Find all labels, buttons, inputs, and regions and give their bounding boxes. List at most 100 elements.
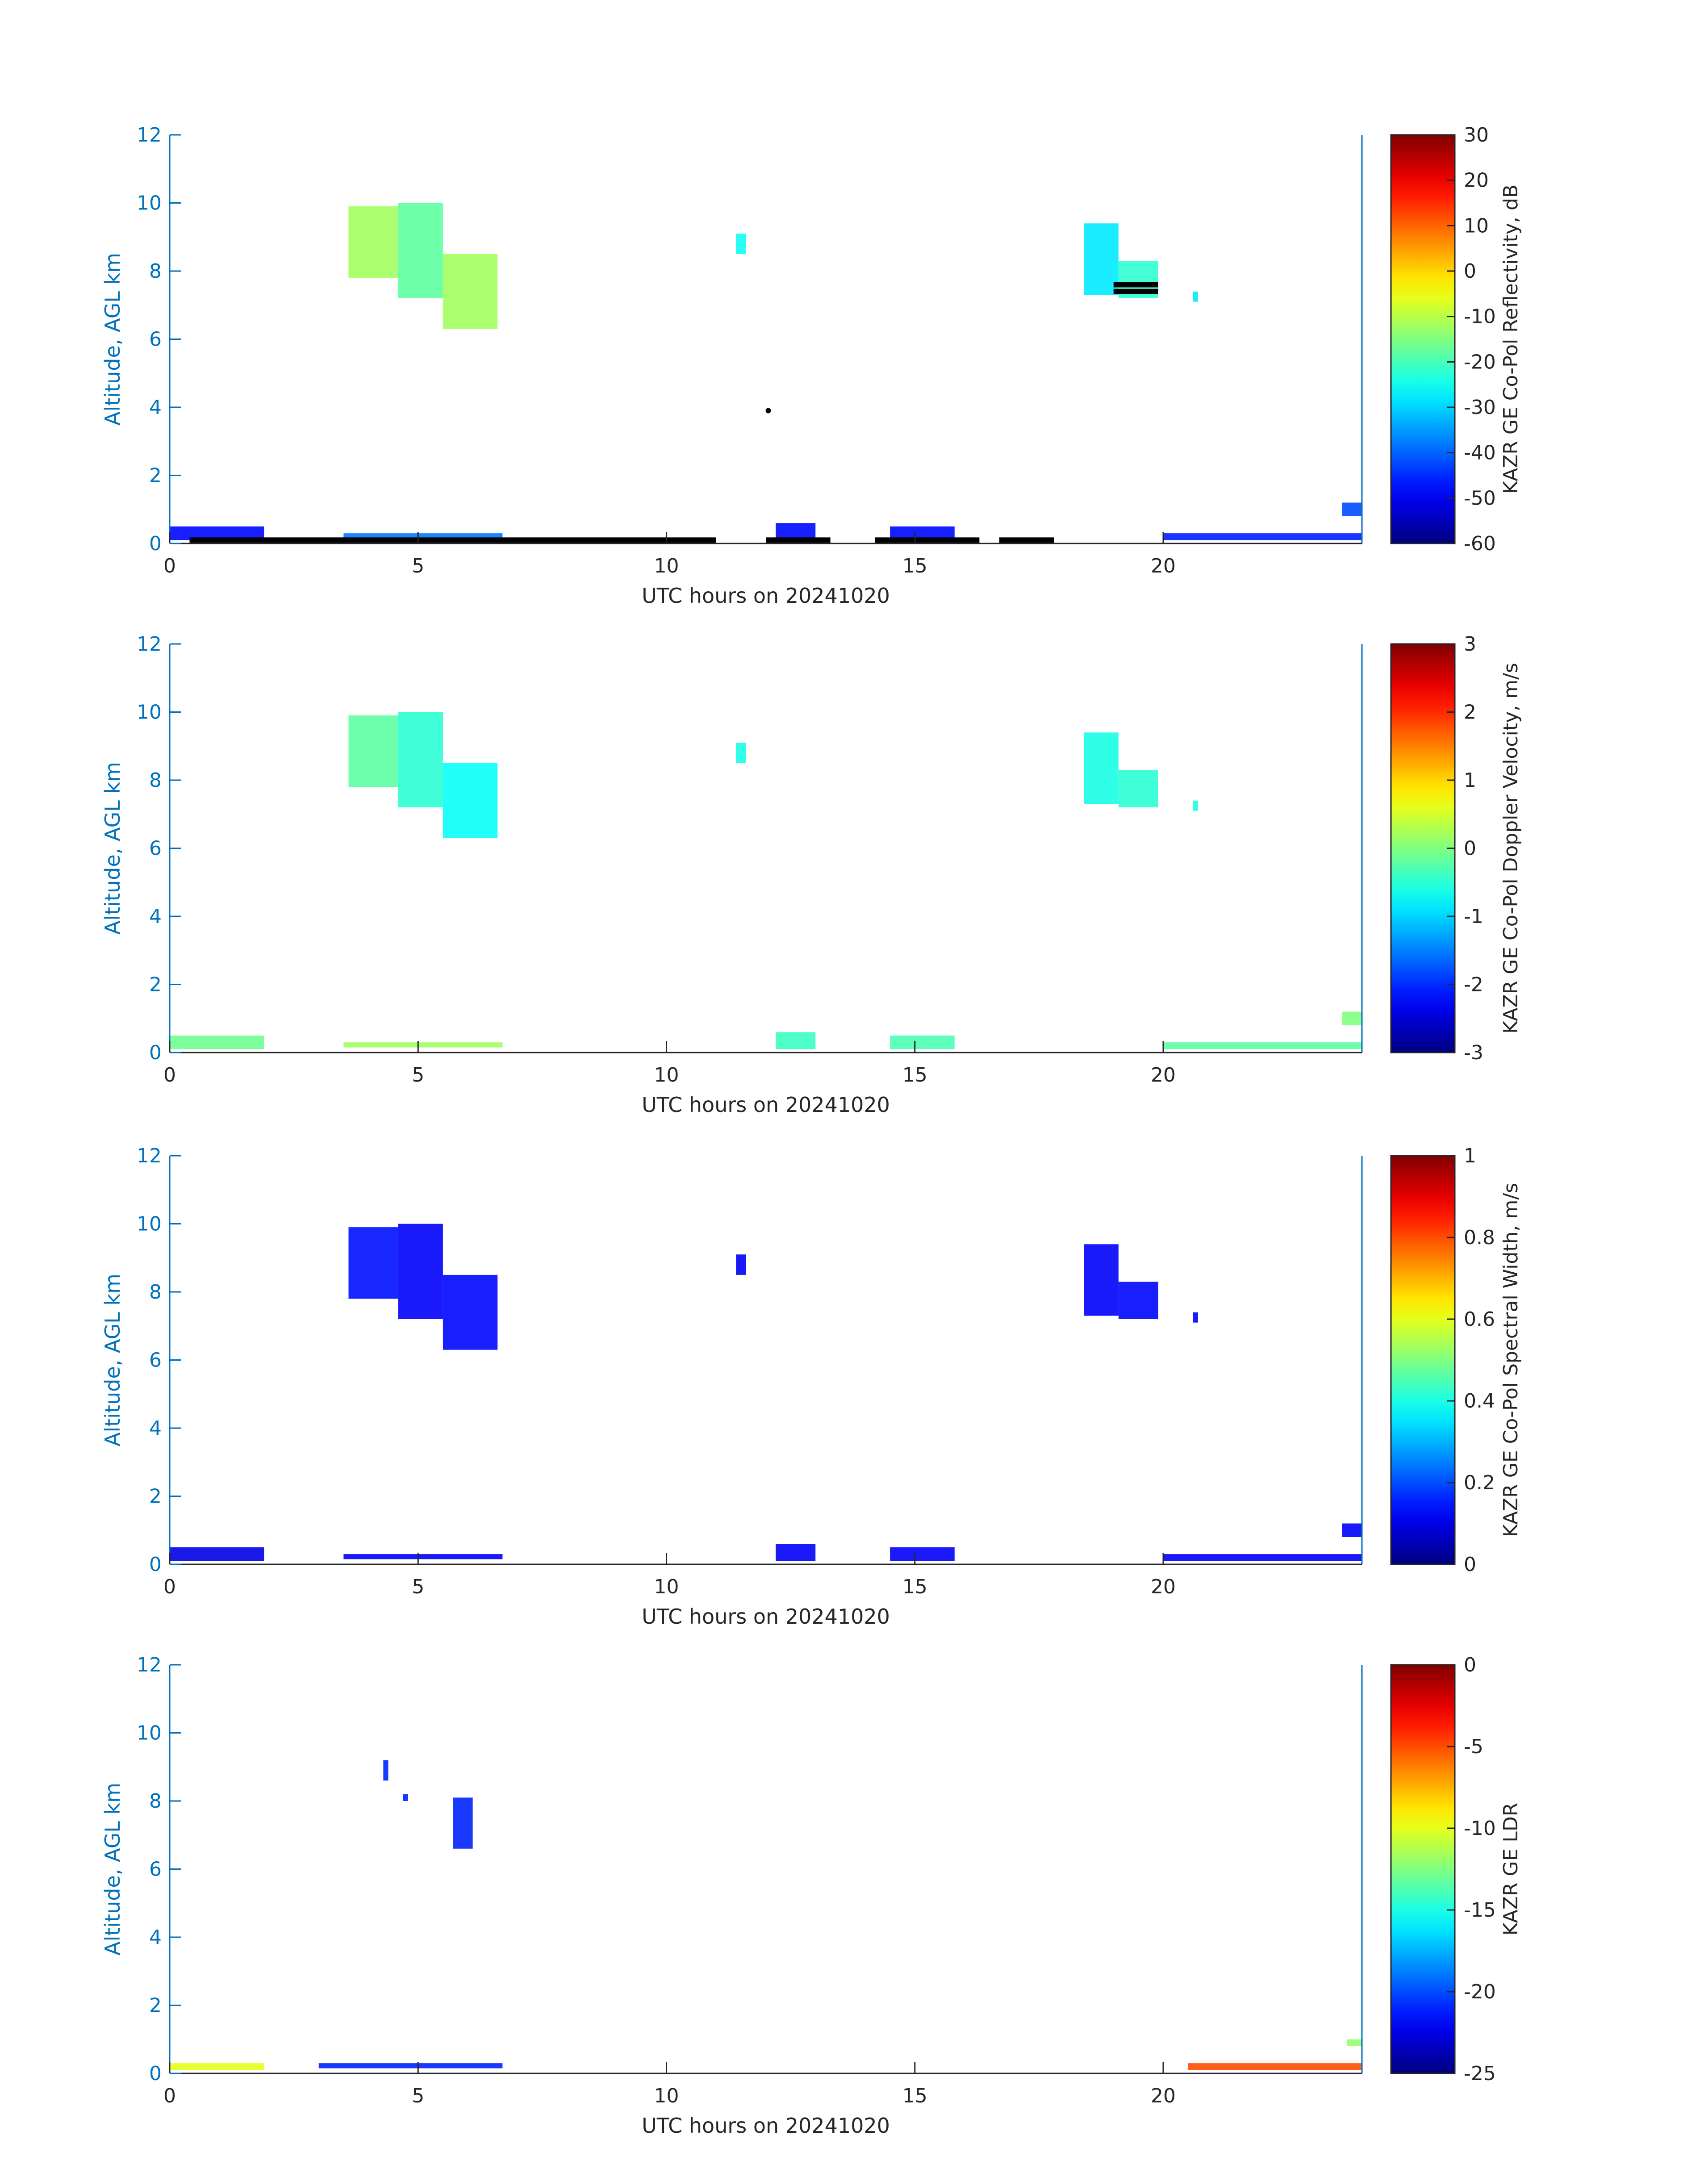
plot-area [170, 1665, 1362, 2073]
data-region [170, 1035, 264, 1049]
y-tick-label: 6 [149, 328, 162, 351]
colorbar-tick-label: 0.2 [1464, 1471, 1495, 1494]
data-region [443, 763, 498, 838]
y-axis-label: Altitude, AGL km [100, 253, 125, 426]
panel-1: 0 2 4 6 8 10 12 0 5 10 15 20 UTC hours on 20241020 Al… [100, 124, 1522, 608]
data-region [736, 234, 746, 254]
y-tick-label: 4 [149, 905, 162, 928]
colorbar-tick-label: -25 [1464, 2062, 1496, 2085]
y-axis-label: Altitude, AGL km [100, 1783, 125, 1956]
x-tick-label: 20 [1151, 2085, 1176, 2107]
colorbar-label: KAZR GE Co-Pol Reflectivity, dB [1499, 184, 1522, 494]
colorbar-tick-label: 0.4 [1464, 1390, 1495, 1412]
colorbar-tick-label: -15 [1464, 1899, 1496, 1922]
y-tick-label: 4 [149, 396, 162, 419]
data-region [348, 206, 398, 278]
data-region [1163, 1042, 1362, 1049]
x-tick-label: 15 [902, 555, 927, 577]
colorbar [1390, 1664, 1456, 2074]
x-tick-label: 0 [163, 1575, 176, 1598]
x-axis-label: UTC hours on 20241020 [642, 2114, 890, 2138]
data-region [398, 712, 443, 807]
plot-area [170, 135, 1362, 543]
panel-4: 0 2 4 6 8 10 12 0 5 10 15 20 UTC hours on 20241020 Al… [100, 1654, 1522, 2138]
data-region [1188, 2063, 1362, 2070]
overlay-line [1113, 288, 1158, 294]
y-tick-label: 0 [149, 1041, 162, 1064]
data-region [383, 1760, 388, 1781]
data-region [1342, 502, 1362, 516]
colorbar-label: KAZR GE LDR [1499, 1803, 1522, 1936]
data-region [1084, 1244, 1119, 1316]
x-tick-label: 20 [1151, 1064, 1176, 1086]
data-region [1084, 223, 1119, 295]
data-region [1118, 1282, 1158, 1319]
overlay-line [1113, 282, 1158, 288]
x-tick-label: 5 [412, 1575, 424, 1598]
y-tick-label: 8 [149, 769, 162, 792]
data-region [776, 1544, 816, 1561]
x-tick-label: 5 [412, 555, 424, 577]
data-region [443, 1274, 498, 1350]
colorbar-tick-label: 1 [1464, 1145, 1476, 1167]
y-tick-label: 2 [149, 1994, 162, 2017]
plot-area [170, 1156, 1362, 1564]
y-tick-label: 8 [149, 1790, 162, 1813]
overlay-line [766, 537, 831, 543]
x-tick-label: 10 [654, 2085, 679, 2107]
y-tick-label: 2 [149, 1485, 162, 1508]
data-region [398, 203, 443, 298]
x-tick-label: 15 [902, 2085, 927, 2107]
data-region [736, 743, 746, 763]
x-axis-label: UTC hours on 20241020 [642, 1605, 890, 1629]
y-tick-label: 12 [137, 124, 162, 146]
colorbar [1390, 134, 1456, 544]
data-region [348, 715, 398, 787]
x-tick-label: 0 [163, 2085, 176, 2107]
x-tick-label: 20 [1151, 555, 1176, 577]
colorbar-tick-label: -5 [1464, 1735, 1483, 1758]
colorbar [1390, 643, 1456, 1053]
data-region [343, 1554, 503, 1559]
data-region [348, 1227, 398, 1299]
y-tick-label: 10 [137, 192, 162, 215]
y-tick-label: 0 [149, 532, 162, 555]
x-tick-label: 5 [412, 1064, 424, 1086]
overlay-line [875, 537, 980, 543]
colorbar-tick-label: -30 [1464, 396, 1496, 419]
data-region [1193, 800, 1198, 811]
colorbar-tick-label: 0 [1464, 837, 1476, 860]
data-region [1084, 732, 1119, 804]
y-tick-label: 6 [149, 1858, 162, 1881]
data-region [443, 254, 498, 329]
y-tick-label: 8 [149, 260, 162, 283]
x-tick-label: 5 [412, 2085, 424, 2107]
colorbar-tick-label: -3 [1464, 1041, 1483, 1064]
data-region [403, 1794, 408, 1801]
data-region [1163, 1554, 1362, 1561]
data-region [343, 533, 503, 539]
x-tick-label: 10 [654, 1064, 679, 1086]
y-axis-label: Altitude, AGL km [100, 762, 125, 935]
data-region [398, 1224, 443, 1319]
colorbar-tick-label: -10 [1464, 305, 1496, 328]
colorbar-tick-label: -1 [1464, 905, 1483, 928]
x-tick-label: 10 [654, 1575, 679, 1598]
y-tick-label: 6 [149, 1349, 162, 1372]
colorbar-tick-label: 20 [1464, 169, 1489, 192]
colorbar-label: KAZR GE Co-Pol Spectral Width, m/s [1499, 1183, 1522, 1537]
colorbar-tick-label: -40 [1464, 442, 1496, 464]
y-tick-label: 2 [149, 974, 162, 996]
colorbar-label: KAZR GE Co-Pol Doppler Velocity, m/s [1499, 663, 1522, 1033]
colorbar-tick-label: 0.8 [1464, 1226, 1495, 1249]
plot-area [170, 644, 1362, 1053]
colorbar-tick-label: -10 [1464, 1817, 1496, 1840]
data-region [318, 2063, 503, 2068]
data-region [1342, 1011, 1362, 1025]
colorbar-tick-label: 30 [1464, 124, 1489, 146]
colorbar-tick-label: 10 [1464, 214, 1489, 237]
data-region [1342, 1523, 1362, 1537]
